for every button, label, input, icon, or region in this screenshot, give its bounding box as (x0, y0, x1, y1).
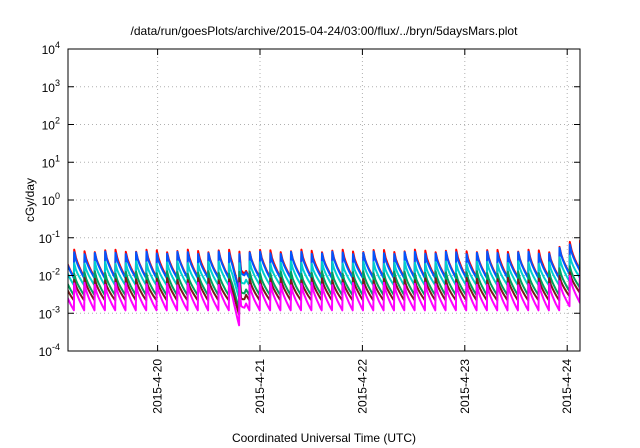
y-tick-label: 10-1 (39, 229, 60, 246)
chart-title: /data/run/goesPlots/archive/2015-04-24/0… (131, 24, 519, 38)
x-tick-label: 2015-4-23 (458, 359, 472, 414)
x-tick-label: 2015-4-20 (151, 359, 165, 414)
x-tick-label: 2015-4-21 (253, 359, 267, 414)
y-axis-ticks: 10-4 10-3 10-2 10-1 100 101 102 103 104 (39, 40, 580, 359)
y-tick-label: 104 (42, 40, 60, 57)
y-tick-label: 10-4 (39, 342, 60, 359)
y-tick-label: 102 (42, 116, 60, 133)
series-line (68, 242, 580, 292)
series-line (68, 252, 580, 300)
y-tick-label: 10-2 (39, 267, 60, 284)
series-line (68, 271, 580, 327)
series-lines (68, 239, 580, 327)
series-line (68, 266, 580, 316)
y-tick-label: 100 (42, 191, 60, 208)
y-tick-label: 103 (42, 78, 60, 95)
series-line (68, 260, 580, 310)
x-axis-ticks: 2015-4-20 2015-4-21 2015-4-22 2015-4-23 2015… (151, 49, 574, 414)
y-axis-label: cGy/day (23, 178, 37, 222)
y-tick-label: 10-3 (39, 304, 60, 321)
y-tick-label: 101 (42, 153, 60, 170)
x-tick-label: 2015-4-24 (560, 359, 574, 414)
grid-lines (68, 49, 580, 351)
x-axis-label: Coordinated Universal Time (UTC) (232, 431, 416, 445)
x-tick-label: 2015-4-22 (355, 359, 369, 414)
